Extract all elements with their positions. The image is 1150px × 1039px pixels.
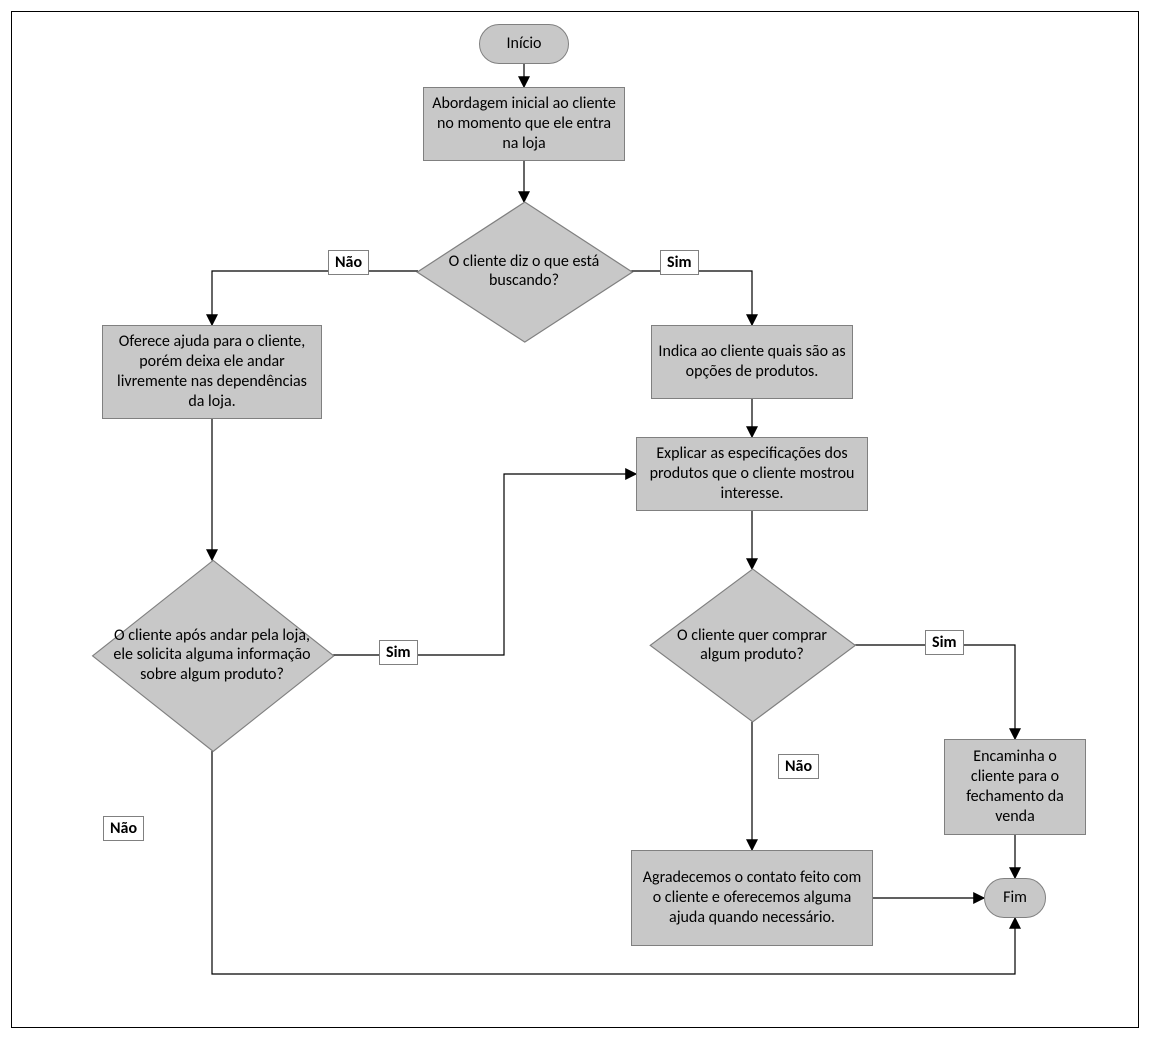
node-p5: Encaminha o cliente para o fechamento da… <box>944 739 1086 835</box>
node-p4: Explicar as especificações dos produtos … <box>636 437 868 511</box>
node-start: Início <box>479 24 569 64</box>
node-p6: Agradecemos o contato feito com o client… <box>631 850 873 946</box>
label-l_d3_nao: Não <box>778 754 819 779</box>
label-l_d3_sim: Sim <box>925 630 964 655</box>
outer-frame <box>11 11 1139 1028</box>
label-l_d2_sim: Sim <box>379 640 418 665</box>
node-p2: Oferece ajuda para o cliente, porém deix… <box>102 325 322 419</box>
node-d1: O cliente diz o que está buscando? <box>418 202 630 340</box>
label-l_d1_nao: Não <box>328 250 369 275</box>
node-d3: O cliente quer comprar algum produto? <box>650 569 854 721</box>
flowchart-canvas: Início Abordagem inicial ao cliente no mo… <box>0 0 1150 1039</box>
node-p1: Abordagem inicial ao cliente no momento … <box>423 87 625 161</box>
label-l_d1_sim: Sim <box>660 250 699 275</box>
node-p3: Indica ao cliente quais são as opções de… <box>651 325 853 399</box>
node-d2: O cliente após andar pela loja, ele soli… <box>92 560 332 750</box>
node-end: Fim <box>984 878 1046 918</box>
label-l_d2_nao: Não <box>103 816 144 841</box>
